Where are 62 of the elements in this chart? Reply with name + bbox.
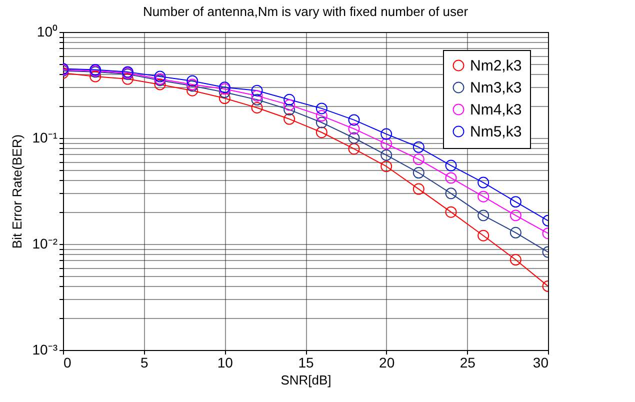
point [510,226,522,238]
y-tick-label: 10⁻¹ [32,130,58,146]
point [412,154,424,166]
point [284,94,296,106]
point [510,196,522,208]
y-axis-title: Bit Error Rate(BER) [9,134,24,249]
legend-label: Nm5,k3 [470,124,522,140]
point [380,160,392,172]
point [218,86,230,98]
point [316,126,328,138]
point [154,70,166,82]
point [348,143,360,155]
x-tick-label: 30 [532,354,549,370]
x-tick-label: 25 [460,354,476,370]
x-axis-title: SNR[dB] [280,372,332,388]
point [218,92,230,104]
point [445,188,457,200]
point [445,172,457,184]
point [251,84,263,96]
point [251,90,263,102]
legend-label: Nm3,k3 [470,80,522,96]
point [445,206,457,218]
x-tick-label: 5 [140,354,148,370]
y-tick-label: 10⁰ [36,24,58,40]
point [90,70,102,82]
point [412,141,424,153]
point [478,190,490,202]
point [478,230,490,242]
point [251,94,263,106]
point [348,123,360,135]
x-tick-label: 20 [379,354,395,370]
point [412,183,424,195]
y-tick-label: 10⁻³ [32,342,58,358]
point [478,210,490,222]
x-tick-label: 10 [217,354,234,370]
point [154,78,166,90]
point [186,75,198,87]
point [348,114,360,126]
point [510,210,522,222]
point [380,138,392,150]
point [316,116,328,128]
y-tick-label: 10⁻² [32,236,58,252]
chart-title: Number of antenna,Nm is vary with fixed number of user [142,4,469,19]
point [284,104,296,116]
legend-label: Nm2,k3 [470,58,522,74]
x-tick-label: 15 [298,354,314,370]
point [445,160,457,172]
point [284,113,296,125]
point [380,149,392,161]
point [380,128,392,140]
point [316,110,328,122]
point [186,84,198,96]
point [510,254,522,266]
point [412,167,424,178]
point [478,176,490,188]
x-tick-label: 0 [64,354,72,370]
point [348,132,360,144]
point [251,102,263,114]
legend-label: Nm4,k3 [470,102,522,118]
point [122,73,134,85]
point [316,102,328,114]
point [284,99,296,111]
